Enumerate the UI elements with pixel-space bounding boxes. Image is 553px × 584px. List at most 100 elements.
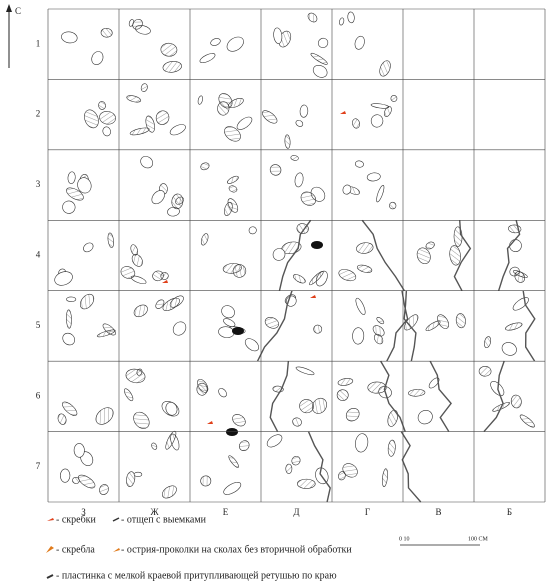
legend-icon xyxy=(47,518,54,521)
crack xyxy=(497,220,521,291)
stone xyxy=(83,242,94,253)
row-label: 3 xyxy=(36,179,41,189)
stone xyxy=(238,440,250,452)
stone xyxy=(136,368,143,376)
crack xyxy=(386,290,409,362)
stone xyxy=(295,366,315,376)
stone xyxy=(218,93,233,109)
crack xyxy=(278,219,312,291)
dark-stone xyxy=(232,327,244,335)
stone xyxy=(130,244,139,256)
stone xyxy=(519,414,535,428)
stone xyxy=(77,474,96,489)
stone xyxy=(449,245,461,266)
stone xyxy=(376,317,385,325)
crack xyxy=(380,360,406,432)
stone xyxy=(120,266,136,279)
stone xyxy=(512,297,529,311)
stone xyxy=(66,187,84,201)
stone xyxy=(162,61,182,73)
stone xyxy=(79,293,95,310)
stone xyxy=(155,299,165,309)
stone xyxy=(366,172,381,182)
stone xyxy=(126,95,142,103)
stone xyxy=(232,414,246,427)
stone xyxy=(455,313,466,329)
stone xyxy=(165,430,177,450)
stone xyxy=(355,297,366,315)
stone xyxy=(501,342,517,356)
stone xyxy=(312,397,327,414)
stone xyxy=(342,463,358,478)
stone xyxy=(98,101,106,110)
stone xyxy=(200,233,209,246)
stone xyxy=(224,126,241,142)
stone xyxy=(478,366,492,377)
stone xyxy=(317,37,329,48)
legend-icon xyxy=(113,548,120,552)
stone xyxy=(61,31,78,44)
crack xyxy=(307,431,331,503)
stone xyxy=(284,134,291,149)
stone xyxy=(356,264,373,273)
stone xyxy=(285,463,293,474)
stone xyxy=(376,184,385,203)
stone xyxy=(161,485,177,499)
stone xyxy=(140,83,148,92)
stone xyxy=(266,434,283,448)
stone xyxy=(404,314,419,331)
stone xyxy=(228,185,238,193)
stone xyxy=(72,476,80,484)
legend-icon xyxy=(46,574,54,579)
stone xyxy=(226,36,244,52)
legend-icon xyxy=(46,546,54,553)
stone xyxy=(131,254,143,267)
column-label: Е xyxy=(223,507,229,517)
stone xyxy=(227,198,239,213)
stone xyxy=(99,111,116,125)
stone xyxy=(84,109,99,129)
stone xyxy=(197,95,203,105)
stone xyxy=(372,325,385,337)
stone xyxy=(62,401,78,416)
stone xyxy=(294,172,304,188)
stone xyxy=(379,60,391,77)
legend-label: - скребки xyxy=(56,514,97,525)
stone xyxy=(370,114,384,128)
column-label: Б xyxy=(507,507,512,517)
stone xyxy=(196,382,208,396)
stone xyxy=(312,64,328,78)
crack xyxy=(400,431,422,503)
stone xyxy=(133,304,148,318)
stone xyxy=(338,269,357,282)
stone xyxy=(381,468,388,488)
stone xyxy=(352,118,360,129)
legend-label: - острия-проколки на сколах без вторично… xyxy=(121,544,352,555)
stone xyxy=(73,443,85,458)
stone xyxy=(248,226,257,235)
stone xyxy=(273,27,283,44)
crack xyxy=(361,219,405,292)
stone xyxy=(373,333,384,345)
stone xyxy=(313,324,323,334)
legend-label: - скребла xyxy=(56,544,95,555)
stone xyxy=(124,388,134,402)
stone xyxy=(367,381,387,394)
stone xyxy=(408,389,426,397)
stone xyxy=(390,95,398,102)
row-label: 5 xyxy=(36,320,41,330)
stone xyxy=(387,409,399,427)
stone xyxy=(510,394,522,409)
north-arrow-head xyxy=(6,4,12,12)
stone xyxy=(310,52,328,65)
stone xyxy=(140,156,154,169)
stone xyxy=(416,247,431,265)
stone xyxy=(160,272,169,280)
stone xyxy=(490,381,505,396)
stone xyxy=(297,478,316,489)
stone xyxy=(100,27,113,38)
stone xyxy=(509,239,522,252)
stone xyxy=(66,296,77,302)
stone xyxy=(102,126,111,137)
